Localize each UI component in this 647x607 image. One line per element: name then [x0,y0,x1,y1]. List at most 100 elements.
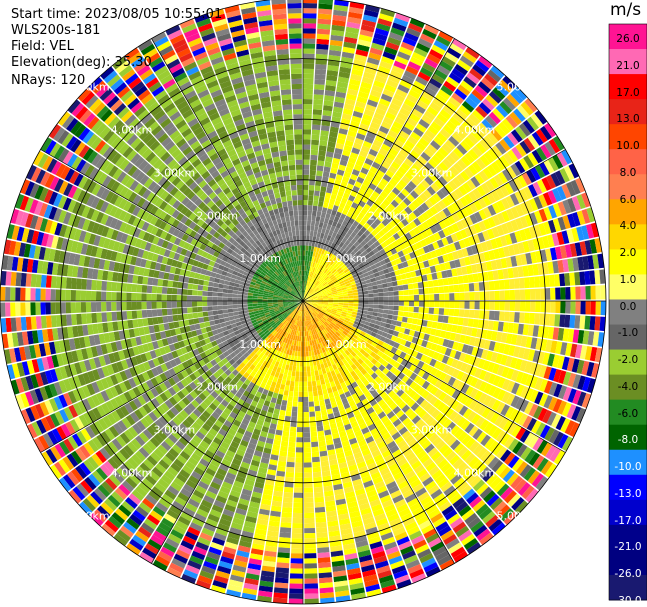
gate [303,245,306,251]
gate [503,279,510,290]
gate [355,159,364,167]
gate [418,118,430,129]
gate [524,301,531,312]
gate [308,190,315,196]
gate [498,311,505,322]
gate [410,270,417,278]
gate [346,135,356,143]
gate [362,259,369,266]
gate [304,598,319,604]
gate [304,563,318,569]
gate [542,326,550,339]
gate [381,278,387,284]
gate [278,455,287,462]
gate [369,273,375,279]
gate [487,69,502,83]
gate [499,290,505,300]
gate [295,371,300,377]
gate [373,272,380,278]
gate [495,158,506,171]
gate [303,119,312,125]
gate [402,36,417,47]
gate [303,18,317,24]
gate [432,192,442,203]
gate [584,240,593,255]
gate [363,304,369,308]
gate [468,190,478,202]
gate [494,125,507,138]
gate [292,401,298,407]
gate [394,195,403,205]
gate [367,289,374,294]
gate [376,316,383,322]
gate [304,532,316,539]
gate [534,313,541,325]
gate [294,381,299,387]
gate [311,277,315,283]
gate [315,236,320,243]
gate [351,147,361,155]
gate [472,273,479,283]
gate [409,112,421,123]
gate [444,293,450,301]
gate [349,152,359,160]
gate [444,301,450,308]
gate [495,331,503,342]
gate [341,220,349,227]
gate [565,181,576,197]
gate [318,3,333,10]
gate [424,267,432,275]
gate [311,210,317,217]
gate [307,301,313,304]
gate [471,89,485,102]
gate [389,102,401,112]
gate [306,293,310,298]
gate [319,399,326,406]
gate [274,577,289,584]
gate [403,70,417,80]
gate [377,182,386,191]
gate [513,86,528,101]
gate [408,229,417,238]
gate [365,61,379,71]
gate [388,305,394,311]
gate [482,167,493,180]
gate [415,325,422,332]
gate [372,289,379,294]
gate [342,192,350,200]
gate [545,339,553,353]
gate [390,199,399,208]
gate [362,215,370,223]
gate [392,315,398,321]
gate [322,304,328,307]
gate [505,256,513,268]
gate [312,294,318,298]
gate [357,91,370,99]
gate [406,94,419,104]
gate [594,238,603,253]
gate [522,119,535,134]
gate [357,154,366,163]
gate [340,154,350,162]
gate [397,84,410,94]
gate [442,207,452,217]
gate [377,102,389,112]
gate [309,360,314,367]
gate [303,416,310,423]
gate [331,188,339,196]
gate [397,262,404,270]
gate [527,239,535,252]
gate [317,389,323,396]
gate [401,278,408,285]
gate [449,301,455,309]
gate [415,123,427,133]
gate [324,239,330,246]
gate [304,578,318,584]
gate [404,184,414,194]
gate [317,258,322,265]
gate [419,301,425,307]
gate [337,253,344,260]
gate [413,127,424,137]
gate [314,241,319,248]
gate [535,146,548,161]
